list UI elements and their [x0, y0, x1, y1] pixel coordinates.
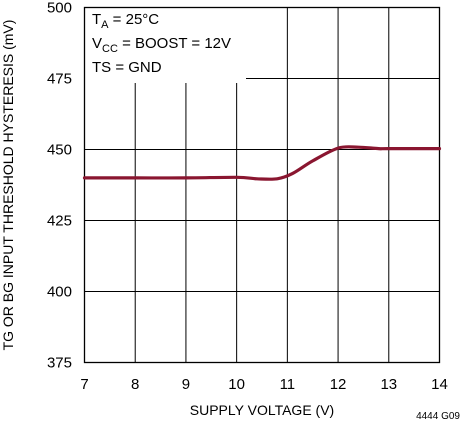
x-tick-labels: 7 8 9 10 11 12 13 14	[80, 376, 448, 393]
y-tick-label: 425	[47, 213, 72, 230]
x-tick-label: 10	[228, 376, 245, 393]
x-axis-label: SUPPLY VOLTAGE (V)	[190, 402, 334, 418]
x-tick-label: 9	[182, 376, 190, 393]
annotation-ts: TS = GND	[92, 59, 162, 76]
figure-id: 4444 G09	[416, 411, 460, 422]
x-tick-label: 12	[330, 376, 347, 393]
x-tick-label: 14	[431, 376, 448, 393]
y-axis-label: TG OR BG INPUT THRESHOLD HYSTERESIS (mV)	[0, 20, 16, 351]
y-tick-label: 450	[47, 142, 72, 159]
x-tick-label: 8	[131, 376, 139, 393]
y-tick-label: 400	[47, 284, 72, 301]
y-tick-label: 375	[47, 355, 72, 372]
grid-lines	[84, 7, 440, 363]
y-tick-label: 500	[47, 0, 72, 17]
series-line	[82, 145, 442, 181]
annotation-supply: VCC = BOOST = 12V	[92, 35, 231, 55]
y-tick-label: 475	[47, 71, 72, 88]
plot-frame	[83, 6, 441, 364]
y-tick-labels: 375 400 425 450 475 500	[47, 0, 72, 372]
x-tick-label: 11	[280, 376, 296, 393]
annotation-box	[78, 3, 246, 83]
x-tick-label: 13	[380, 376, 397, 393]
annotation-temperature: TA = 25°C	[92, 11, 159, 31]
x-tick-label: 7	[80, 376, 88, 393]
